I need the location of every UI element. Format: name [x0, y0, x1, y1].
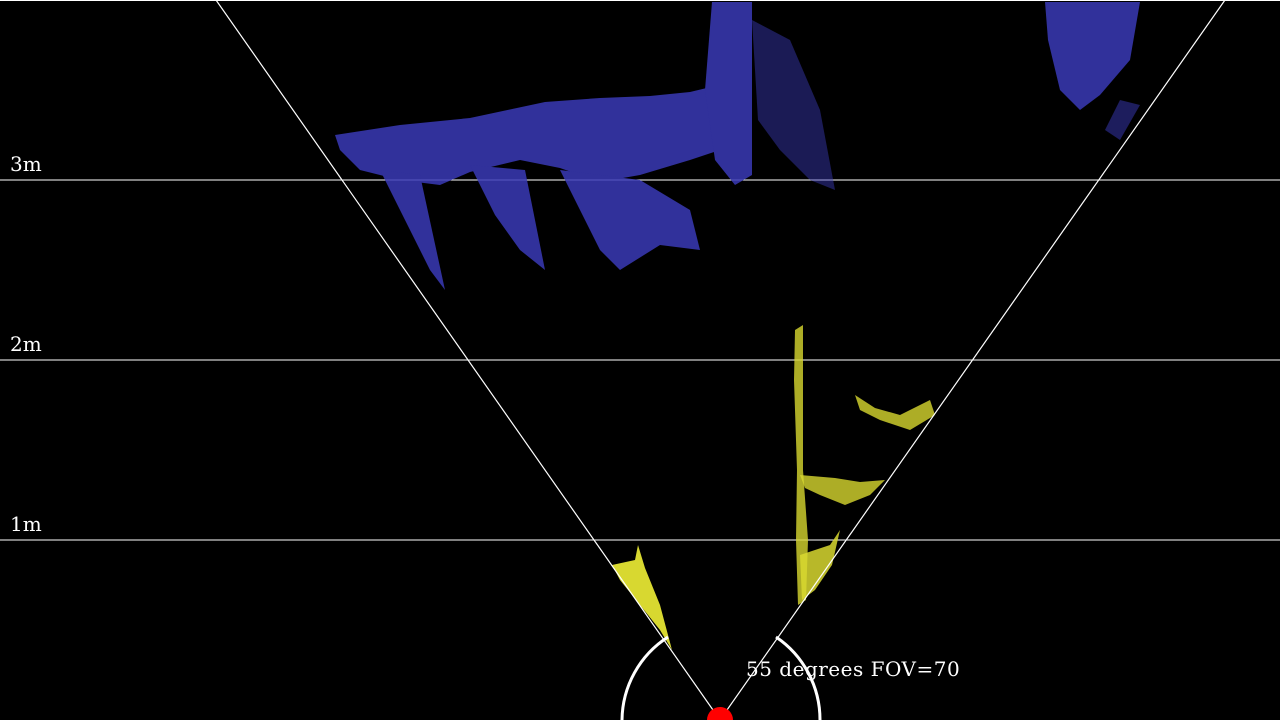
far-cloud-drip-left — [380, 170, 445, 290]
fov-arc-right — [775, 635, 822, 720]
fov-right-edge — [719, 0, 1226, 720]
range-label-3m: 3m — [10, 152, 42, 176]
range-label-2m: 2m — [10, 332, 42, 356]
sensor-origin-marker — [707, 707, 733, 720]
far-cloud-column-fringe — [752, 20, 835, 190]
near-cloud-lower-right — [800, 530, 840, 600]
fov-boundary — [215, 0, 1226, 720]
far-cloud-drip-right — [560, 170, 700, 270]
near-cloud-vertical-edge — [794, 325, 808, 605]
fov-arc-left — [620, 635, 669, 720]
fov-angle-arc — [620, 635, 822, 720]
far-cloud-column — [705, 2, 752, 185]
near-cloud-ledge — [800, 475, 885, 505]
near-cloud-diagonal — [855, 395, 935, 430]
range-label-1m: 1m — [10, 512, 42, 536]
far-point-cloud — [335, 2, 1140, 290]
far-cloud-right-streak — [1105, 100, 1140, 140]
fov-left-edge — [215, 0, 721, 720]
near-cloud-left-patch — [612, 545, 672, 650]
far-cloud-top-right — [1045, 2, 1140, 110]
far-cloud-main-band — [335, 86, 720, 185]
fov-readout: 55 degrees FOV=70 — [746, 657, 960, 681]
near-point-cloud — [612, 325, 935, 650]
far-cloud-drip-mid — [470, 165, 545, 270]
